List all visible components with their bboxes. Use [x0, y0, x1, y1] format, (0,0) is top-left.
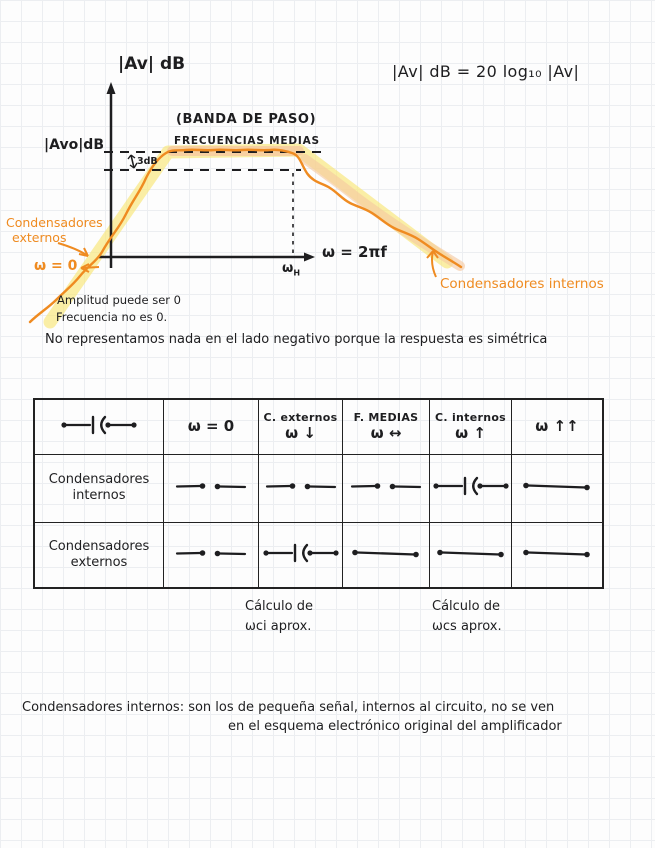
table-cell: [343, 523, 430, 587]
arrow-internal-caps: [431, 250, 437, 278]
short-circuit-icon: [431, 543, 511, 567]
capacitor-behaviour-table: ω = 0 C. externos ω ↓ F. MEDIAS ω ↔ C. i…: [33, 398, 604, 589]
table-cell: [259, 523, 343, 587]
open-circuit-icon: [261, 476, 341, 500]
table-cell: [259, 455, 343, 523]
table-header-capacitor-symbol: [35, 400, 164, 455]
passband-caption: (BANDA DE PASO): [176, 112, 317, 127]
table-header-omega-very-high: ω ↑↑: [512, 400, 602, 455]
open-circuit-icon: [171, 543, 251, 567]
arrow-omega-zero: [80, 266, 100, 269]
x-axis-label: ω = 2πf: [322, 243, 387, 261]
open-circuit-icon: [171, 476, 251, 500]
amplitude-note: Amplitud puede ser 0: [57, 293, 181, 307]
table-cell: [164, 523, 259, 587]
table-row-label-external: Condensadores externos: [35, 523, 164, 587]
table-cell: [343, 455, 430, 523]
external-caps-annotation: Condensadores externos: [6, 215, 103, 245]
internal-caps-annotation: Condensadores internos: [440, 276, 604, 292]
table-header-mid-frequencies: F. MEDIAS ω ↔: [343, 400, 430, 455]
y-axis-arrowhead: [106, 82, 116, 94]
three-db-arrow: [130, 154, 135, 169]
table-cell: [430, 523, 512, 587]
frequency-note: Frecuencia no es 0.: [56, 310, 168, 324]
omega-zero-label: ω = 0: [34, 258, 78, 274]
calc-note-wci: Cálculo de ωci aprox.: [245, 599, 313, 634]
table-header-internal-caps: C. internos ω ↑: [430, 400, 512, 455]
footer-definition-line2: en el esquema electrónico original del a…: [228, 719, 562, 734]
table-cell: [512, 523, 602, 587]
table-cell: [430, 455, 512, 523]
three-db-label: 3dB: [137, 156, 158, 167]
symmetry-note: No representamos nada en el lado negativ…: [45, 332, 548, 347]
x-axis-arrowhead: [304, 252, 315, 262]
table-cell: [512, 455, 602, 523]
calc-note-wcs: Cálculo de ωcs aprox.: [432, 599, 502, 634]
mid-frequencies-caption: FRECUENCIAS MEDIAS: [174, 135, 320, 147]
capacitor-icon: [258, 542, 344, 568]
table-cell: [164, 455, 259, 523]
table-header-external-caps: C. externos ω ↓: [259, 400, 343, 455]
gain-db-formula: |Av| dB = 20 log₁₀ |Av|: [392, 62, 580, 81]
footer-definition-line1: Condensadores internos: son los de peque…: [22, 700, 555, 715]
short-circuit-icon: [346, 543, 426, 567]
short-circuit-icon: [517, 543, 597, 567]
open-circuit-icon: [346, 476, 426, 500]
capacitor-icon: [428, 475, 514, 501]
table-header-omega-zero: ω = 0: [164, 400, 259, 455]
short-circuit-icon: [517, 476, 597, 500]
table-row-label-internal: Condensadores internos: [35, 455, 164, 523]
capacitor-icon: [56, 414, 142, 440]
midband-gain-label: |Avo|dB: [44, 137, 104, 153]
cutoff-frequency-label: ωH: [282, 261, 301, 278]
y-axis-label: |Av| dB: [118, 54, 186, 74]
